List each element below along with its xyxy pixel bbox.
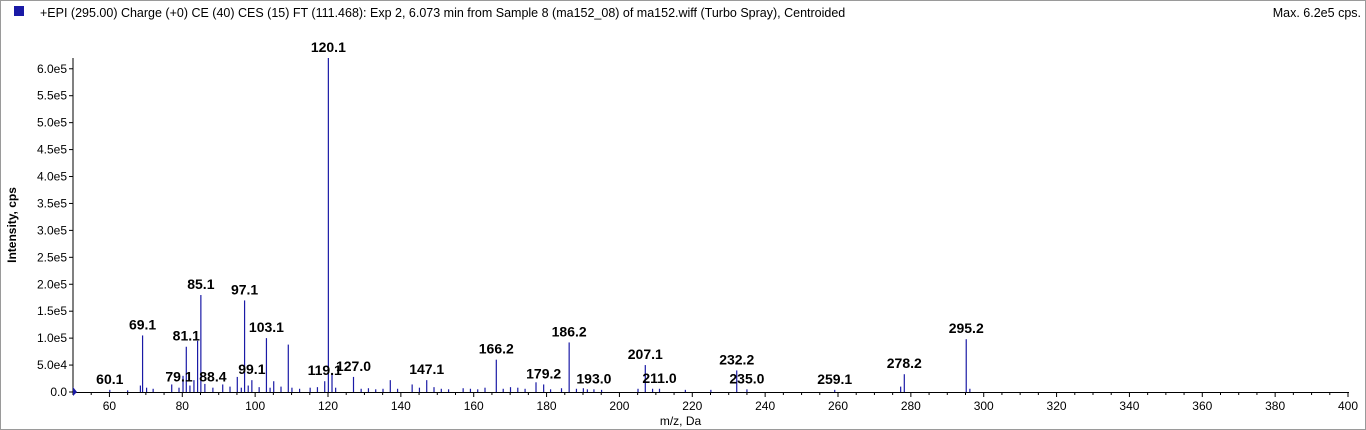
peak-label: 295.2 <box>949 320 984 336</box>
x-tick-label: 160 <box>464 399 484 413</box>
y-tick-label: 0.0 <box>50 385 67 399</box>
peak-label: 127.0 <box>336 358 371 374</box>
axes: 60 80 100 120 140 160 180 200 220 240 260 280 300 320… <box>37 58 1358 413</box>
peak-label: 81.1 <box>173 328 200 344</box>
x-tick-label: 220 <box>682 399 702 413</box>
peak-label: 97.1 <box>231 281 258 297</box>
peak-label: 147.1 <box>409 361 444 377</box>
y-tick-label: 4.0e5 <box>37 170 67 184</box>
peak-label: 186.2 <box>552 323 587 339</box>
peak-label: 207.1 <box>628 346 663 362</box>
legend-swatch-icon[interactable] <box>14 6 24 16</box>
max-intensity-label: Max. 6.2e5 cps. <box>1272 6 1361 20</box>
x-tick-label: 280 <box>901 399 921 413</box>
x-tick-label: 140 <box>391 399 411 413</box>
peak-labels: 60.1 69.1 79.1 81.1 85.1 88.4 97.1 99.1 103.1 119… <box>96 39 984 387</box>
y-axis-title: Intensity, cps <box>5 187 19 263</box>
x-tick-label: 60 <box>103 399 117 413</box>
y-tick-label: 5.0e5 <box>37 116 67 130</box>
x-tick-label: 240 <box>755 399 775 413</box>
x-tick-label: 380 <box>1265 399 1285 413</box>
x-tick-label: 360 <box>1192 399 1212 413</box>
spectrum-title: +EPI (295.00) Charge (+0) CE (40) CES (1… <box>40 6 846 20</box>
peak-label: 60.1 <box>96 371 123 387</box>
y-tick-label: 1.5e5 <box>37 304 67 318</box>
origin-marker <box>73 387 77 396</box>
y-tick-label: 3.5e5 <box>37 196 67 210</box>
peak-label: 259.1 <box>817 371 852 387</box>
y-tick-label: 3.0e5 <box>37 223 67 237</box>
y-tick-label: 5.5e5 <box>37 89 67 103</box>
x-tick-label: 100 <box>245 399 265 413</box>
peak-label: 120.1 <box>311 39 346 55</box>
peak-label: 79.1 <box>165 369 192 385</box>
peak-label: 278.2 <box>887 355 922 371</box>
x-tick-label: 120 <box>318 399 338 413</box>
peak-label: 193.0 <box>576 370 611 386</box>
chart-header: +EPI (295.00) Charge (+0) CE (40) CES (1… <box>0 0 1366 26</box>
y-tick-label: 4.5e5 <box>37 143 67 157</box>
peak-label: 69.1 <box>129 316 156 332</box>
peak-label: 211.0 <box>642 370 676 386</box>
peak-label: 99.1 <box>238 361 265 377</box>
y-tick-label: 1.0e5 <box>37 331 67 345</box>
x-tick-label: 400 <box>1338 399 1358 413</box>
x-tick-label: 300 <box>974 399 994 413</box>
peak-label: 119.1 <box>308 362 342 378</box>
x-axis-title: m/z, Da <box>660 414 702 428</box>
peak-label: 232.2 <box>719 351 754 367</box>
y-tick-label: 5.0e4 <box>37 358 67 372</box>
peak-label: 103.1 <box>249 319 284 335</box>
x-tick-label: 340 <box>1119 399 1139 413</box>
x-tick-label: 260 <box>828 399 848 413</box>
x-tick-label: 180 <box>537 399 557 413</box>
y-tick-label: 2.5e5 <box>37 250 67 264</box>
x-tick-label: 320 <box>1047 399 1067 413</box>
peak-bars <box>73 58 971 392</box>
y-tick-label: 2.0e5 <box>37 277 67 291</box>
peak-label: 85.1 <box>187 276 214 292</box>
peak-label: 235.0 <box>729 370 764 386</box>
peak-label: 179.2 <box>526 365 561 381</box>
peak-label: 88.4 <box>199 369 226 385</box>
peak-label: 166.2 <box>479 341 514 357</box>
x-tick-label: 80 <box>176 399 190 413</box>
x-tick-label: 200 <box>609 399 629 413</box>
y-tick-label: 6.0e5 <box>37 62 67 76</box>
